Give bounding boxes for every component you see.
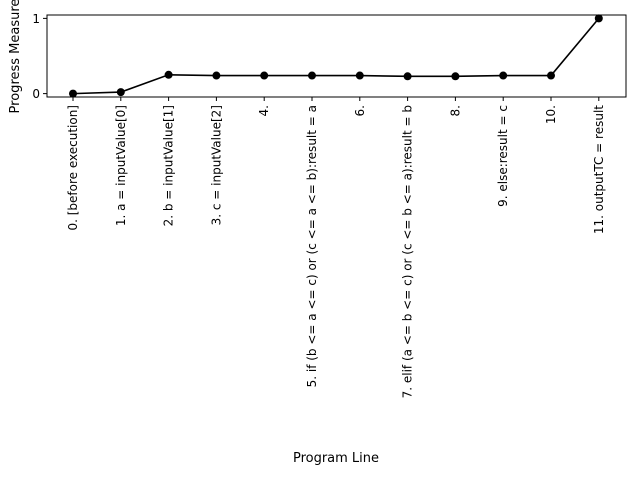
axes-frame xyxy=(46,14,627,98)
x-tick-label: 7. elif (a <= b <= c) or (c <= b <= a):r… xyxy=(401,105,415,398)
x-tick-label: 9. else:result = c xyxy=(496,105,510,207)
x-tick-label: 0. [before execution] xyxy=(66,105,80,231)
data-point xyxy=(499,71,508,80)
data-point xyxy=(403,72,412,81)
data-point xyxy=(547,71,555,80)
x-tick-label: 3. c = inputValue[2] xyxy=(209,105,223,225)
data-point xyxy=(451,72,460,81)
data-point xyxy=(164,70,173,79)
series-line xyxy=(72,17,600,95)
data-point xyxy=(260,71,269,80)
x-tick-label: 4. xyxy=(257,105,271,116)
y-tick-label: 0 xyxy=(32,87,40,101)
x-tick-label: 8. xyxy=(448,105,462,116)
data-point xyxy=(594,14,603,23)
data-point xyxy=(116,88,125,97)
data-point xyxy=(212,71,221,80)
x-axis-label: Program Line xyxy=(293,451,379,466)
x-tick-label: 11. outputTC = result xyxy=(592,105,606,234)
plot-area: 0 1 0. [before execution] 1. a = inputValue… xyxy=(32,12,627,398)
x-tick-label: 10. xyxy=(544,105,558,124)
y-axis-label: Progress Measure xyxy=(8,0,23,113)
x-tick-label: 2. b = inputValue[1] xyxy=(162,105,176,226)
data-point xyxy=(308,71,316,80)
x-tick-label: 5. if (b <= a <= c) or (c <= a <= b):res… xyxy=(305,105,319,387)
x-tick-label: 6. xyxy=(353,105,367,116)
y-tick-label: 1 xyxy=(32,12,40,26)
data-point xyxy=(355,71,364,80)
data-point xyxy=(69,89,77,98)
x-tick-label: 1. a = inputValue[0] xyxy=(114,105,128,226)
